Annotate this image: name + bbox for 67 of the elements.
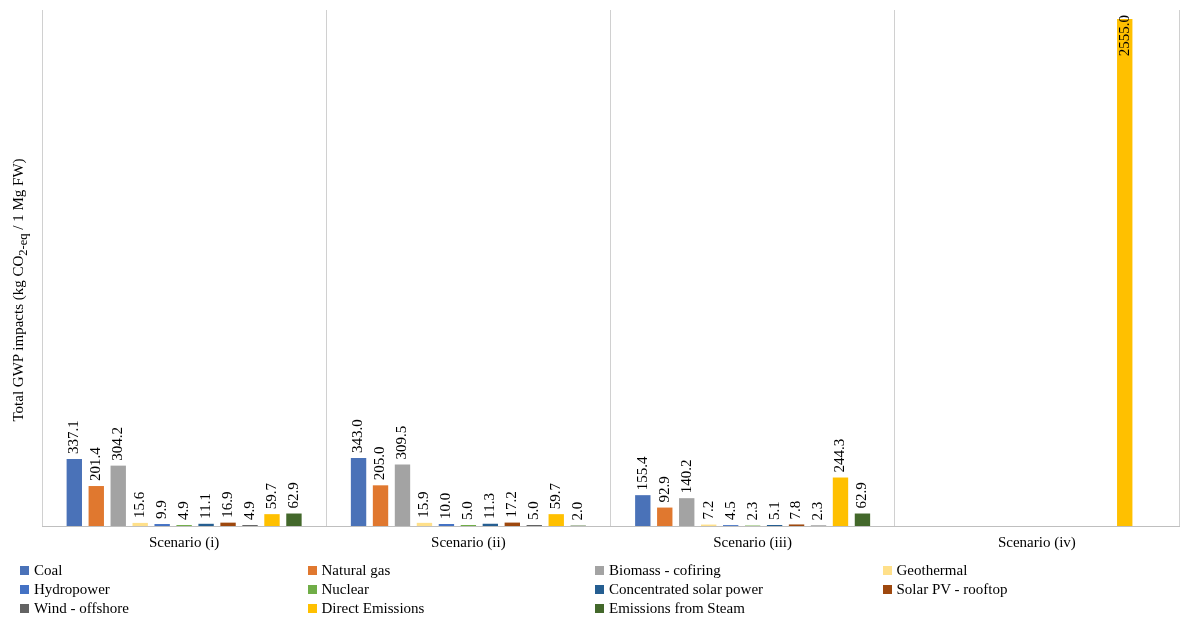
bar: [110, 465, 126, 526]
data-label: 140.2: [677, 459, 694, 494]
bar: [657, 507, 673, 526]
legend-label: Concentrated solar power: [609, 581, 764, 598]
data-label: 337.1: [65, 420, 82, 455]
data-label: 15.9: [415, 491, 432, 518]
bar: [394, 464, 411, 526]
data-label: 59.7: [262, 482, 279, 510]
bar: [88, 486, 104, 526]
data-label: 7.2: [699, 500, 716, 520]
data-label: 16.9: [218, 491, 235, 518]
data-label: 9.9: [153, 500, 170, 520]
data-label: 4.9: [240, 501, 257, 521]
data-label: 62.9: [284, 482, 301, 509]
data-label: 2555.0: [1115, 15, 1132, 57]
data-label: 4.5: [721, 501, 738, 521]
data-label: 11.3: [481, 493, 498, 519]
bar: [854, 513, 871, 526]
data-label: 5.1: [765, 501, 782, 520]
x-tick-label: Scenario (iii): [713, 533, 792, 551]
data-label: 244.3: [831, 438, 848, 473]
x-tick-label: Scenario (ii): [431, 533, 506, 551]
x-tick-label: Scenario (iv): [997, 533, 1076, 551]
legend-label: Wind - offshore: [34, 600, 129, 617]
bar: [264, 514, 280, 526]
bar: [132, 522, 148, 526]
legend-label: Biomass - cofiring: [609, 562, 721, 579]
data-label: 59.7: [547, 482, 564, 510]
data-label: 2.3: [809, 501, 826, 521]
data-label: 17.2: [503, 491, 520, 518]
bar: [66, 459, 82, 526]
data-label: 205.0: [371, 446, 388, 481]
data-label: 11.1: [197, 493, 214, 519]
data-label: 343.0: [349, 419, 366, 453]
data-label: 10.0: [437, 492, 454, 520]
legend-label: Emissions from Steam: [609, 600, 745, 617]
legend-label: Natural gas: [321, 562, 391, 579]
bar: [350, 457, 367, 526]
legend-label: Solar PV - rooftop: [896, 581, 1008, 598]
legend-label: Coal: [34, 562, 63, 579]
data-label: 15.6: [131, 491, 148, 518]
bar: [220, 522, 236, 526]
data-label: 5.0: [525, 501, 542, 521]
bar: [635, 495, 651, 526]
bar: [286, 513, 302, 526]
data-label: 155.4: [633, 455, 650, 491]
bar: [416, 522, 433, 526]
legend-label: Direct Emissions: [321, 600, 425, 617]
data-label: 2.3: [743, 501, 760, 521]
data-label: 2.0: [569, 501, 586, 521]
data-label: 304.2: [109, 426, 126, 461]
bar: [548, 514, 564, 526]
bar: [832, 477, 849, 526]
data-label: 7.8: [787, 500, 804, 520]
legend-label: Hydropower: [34, 581, 110, 598]
legend-label: Geothermal: [896, 562, 968, 579]
data-label: 309.5: [393, 425, 410, 460]
data-label: 5.0: [459, 501, 476, 521]
bar: [198, 523, 214, 526]
data-label: 4.9: [175, 501, 192, 521]
bar: [679, 498, 695, 526]
data-label: 201.4: [87, 446, 104, 482]
x-tick-label: Scenario (i): [148, 533, 220, 551]
bar: [372, 485, 389, 526]
legend-label: Nuclear: [321, 581, 369, 598]
data-label: 92.9: [655, 476, 672, 503]
data-label: 62.9: [853, 482, 870, 509]
